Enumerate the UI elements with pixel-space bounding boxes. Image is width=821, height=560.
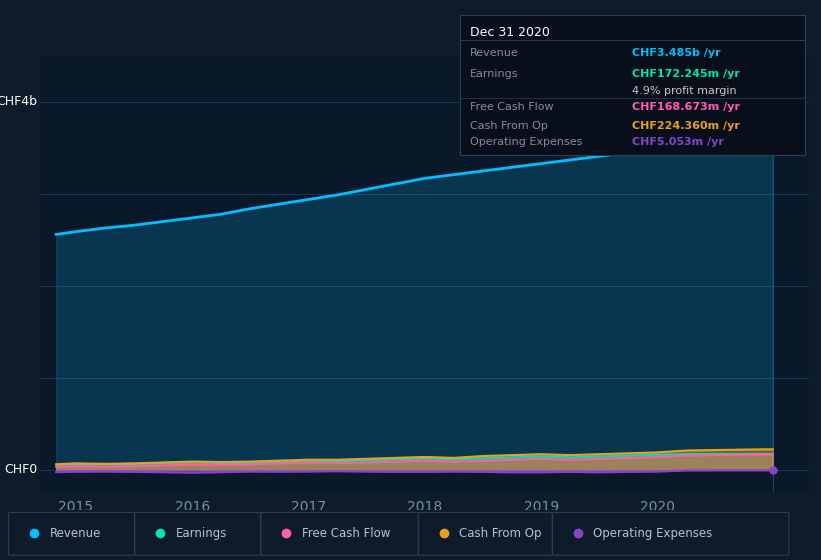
Text: Cash From Op: Cash From Op (470, 120, 548, 130)
Text: CHF4b: CHF4b (0, 95, 37, 109)
Text: Revenue: Revenue (49, 527, 101, 540)
Text: CHF224.360m /yr: CHF224.360m /yr (632, 120, 741, 130)
Text: Operating Expenses: Operating Expenses (470, 137, 583, 147)
Text: Revenue: Revenue (470, 48, 519, 58)
Text: CHF3.485b /yr: CHF3.485b /yr (632, 48, 721, 58)
Text: 4.9% profit margin: 4.9% profit margin (632, 86, 737, 96)
Text: CHF5.053m /yr: CHF5.053m /yr (632, 137, 724, 147)
Text: Dec 31 2020: Dec 31 2020 (470, 26, 550, 39)
Text: Cash From Op: Cash From Op (460, 527, 542, 540)
Text: Free Cash Flow: Free Cash Flow (302, 527, 390, 540)
Text: CHF168.673m /yr: CHF168.673m /yr (632, 102, 741, 113)
Text: Free Cash Flow: Free Cash Flow (470, 102, 554, 113)
Text: Earnings: Earnings (470, 69, 519, 79)
Text: CHF172.245m /yr: CHF172.245m /yr (632, 69, 741, 79)
Text: Earnings: Earnings (176, 527, 227, 540)
Text: Operating Expenses: Operating Expenses (594, 527, 713, 540)
Text: CHF0: CHF0 (4, 463, 37, 477)
